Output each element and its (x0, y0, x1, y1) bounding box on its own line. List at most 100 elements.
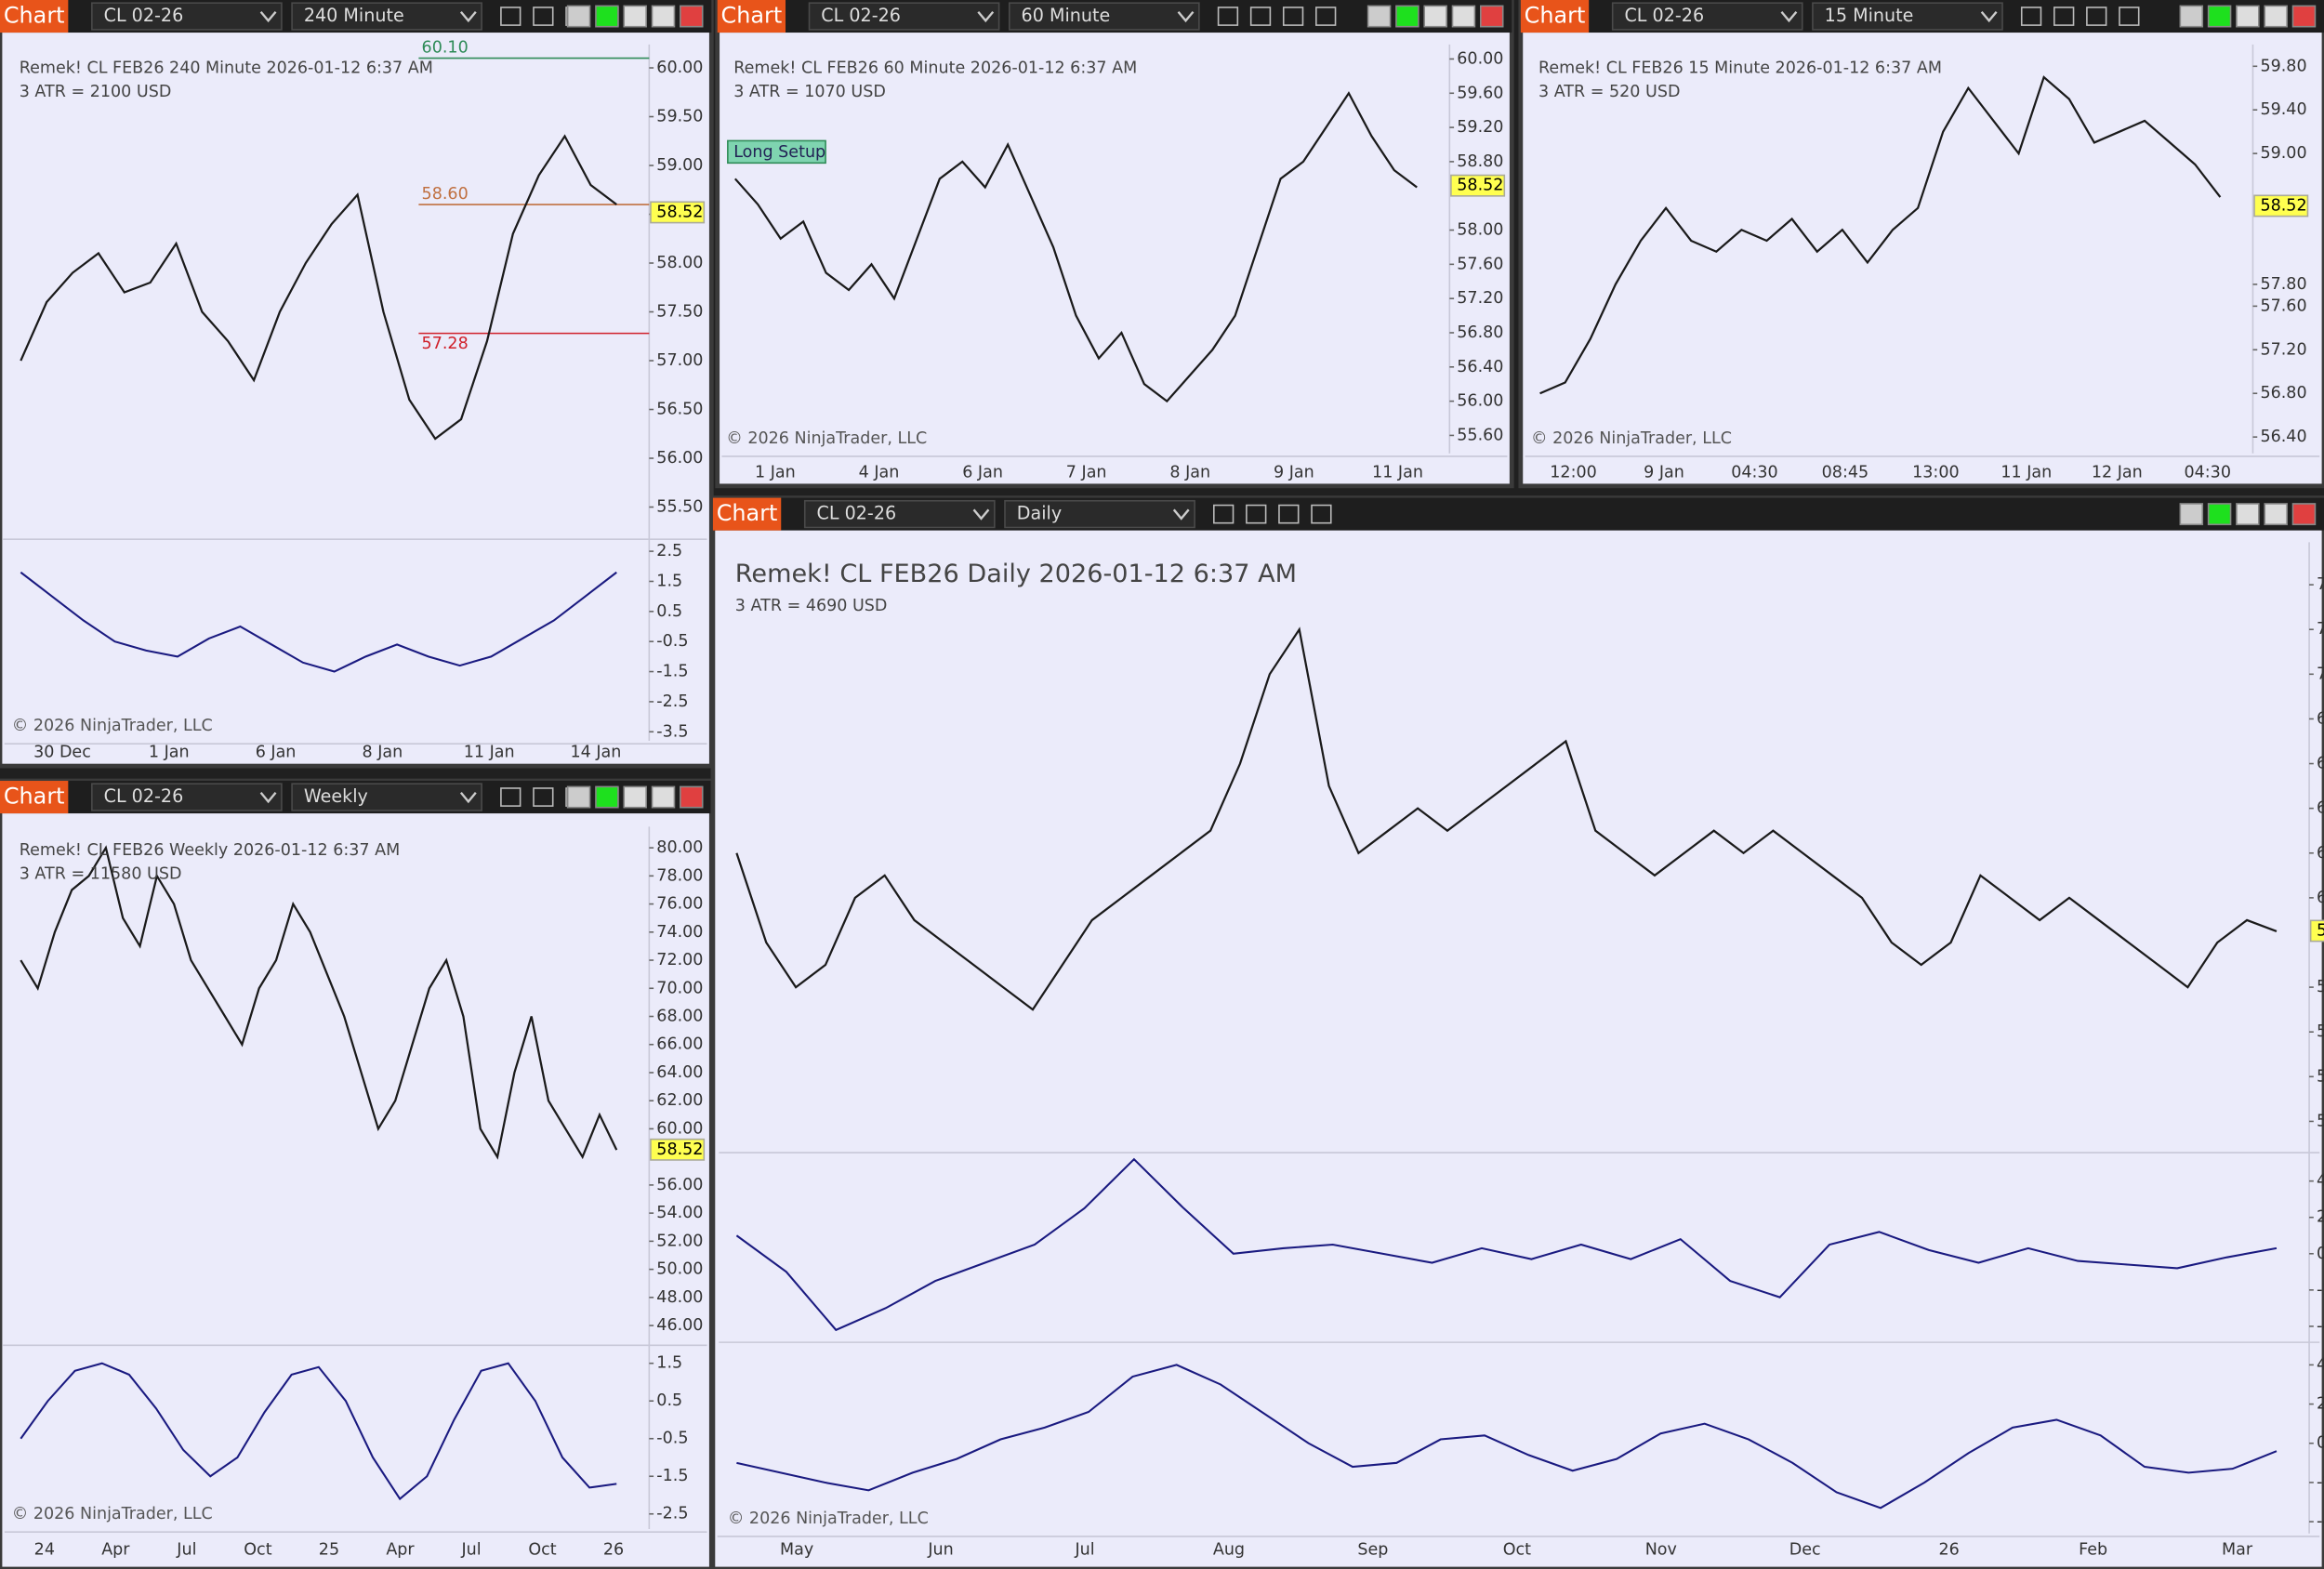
tool-icon[interactable] (533, 787, 554, 807)
instrument-dropdown[interactable] (91, 2, 283, 31)
y-tick-label: 56.40 (2260, 428, 2306, 446)
window-control[interactable] (2264, 5, 2288, 28)
x-tick-label: 11 Jan (1372, 463, 1423, 481)
window-control[interactable] (2179, 503, 2204, 526)
interval-dropdown[interactable] (291, 2, 482, 31)
window-control[interactable] (623, 5, 647, 28)
dropdown-arrow (459, 10, 477, 23)
window-frame (0, 778, 714, 1569)
y-tick-label: 52.00 (656, 1232, 703, 1250)
window-control[interactable] (680, 5, 704, 28)
price-tag-label: 58.52 (656, 1140, 703, 1159)
tool-icon[interactable] (1249, 7, 1272, 26)
window-control[interactable] (651, 5, 676, 28)
x-tick-label: 11 Jan (464, 744, 515, 762)
window-control[interactable] (2291, 503, 2317, 526)
x-tick-label: 26 (603, 1540, 624, 1559)
x-tick-label: 8 Jan (362, 744, 403, 762)
window-frame (1518, 0, 2324, 489)
window-control[interactable] (1479, 5, 1504, 28)
chart-button[interactable] (0, 781, 69, 814)
interval-dropdown[interactable] (1008, 2, 1200, 31)
window-control[interactable] (566, 5, 591, 28)
x-tick-label: 12:00 (1550, 463, 1596, 481)
y-tick-label: 56.50 (656, 401, 703, 419)
window-control[interactable] (595, 5, 619, 28)
chart-button[interactable] (712, 497, 782, 531)
instrument-dropdown[interactable] (803, 499, 996, 529)
window-frame (0, 0, 714, 769)
y-tick-label: 58.00 (656, 254, 703, 272)
window-control[interactable] (1367, 5, 1392, 28)
window-control[interactable] (2236, 5, 2260, 28)
panel-tick-label: -1.5 (656, 1467, 688, 1485)
tool-icon[interactable] (1315, 7, 1337, 26)
interval-dropdown[interactable] (1812, 2, 2003, 31)
chart-button[interactable] (717, 0, 786, 33)
tool-icon[interactable] (2053, 7, 2075, 26)
panel-tick-label: 1.5 (656, 572, 682, 590)
x-tick-label: Oct (244, 1540, 271, 1559)
price-tag-label: 58.52 (2260, 196, 2306, 215)
window-control[interactable] (2179, 5, 2204, 28)
panel-tick-label: 0 (2317, 1434, 2324, 1453)
panel-tick-label: -3.5 (656, 722, 688, 741)
x-tick-label: Jun (927, 1540, 953, 1559)
y-tick-label: 55.50 (656, 498, 703, 517)
y-tick-label: 66.00 (2317, 755, 2324, 773)
tool-icon[interactable] (1282, 7, 1304, 26)
tool-icon[interactable] (500, 7, 522, 26)
panel-tick-label: 4 (2317, 1172, 2324, 1191)
window-frame (715, 0, 1514, 489)
tool-icon[interactable] (1278, 504, 1300, 524)
instrument-dropdown[interactable] (808, 2, 1000, 31)
annotation-label: 57.28 (422, 335, 469, 353)
y-tick-label: 59.40 (2260, 100, 2306, 119)
tool-icon[interactable] (533, 7, 554, 26)
interval-dropdown[interactable] (1004, 499, 1195, 529)
tool-icon[interactable] (1311, 504, 1332, 524)
instrument-dropdown[interactable] (91, 783, 283, 811)
window-control[interactable] (623, 785, 647, 809)
window-control[interactable] (680, 785, 704, 809)
tool-icon[interactable] (1213, 504, 1235, 524)
x-tick-label: Mar (2222, 1540, 2253, 1559)
window-control[interactable] (2291, 5, 2317, 28)
panel-tick-label: -1.5 (656, 663, 688, 681)
window-control[interactable] (2264, 503, 2288, 526)
chart-button[interactable] (0, 0, 69, 33)
tool-icon[interactable] (1217, 7, 1239, 26)
copyright: © 2026 NinjaTrader, LLC (1531, 429, 1732, 448)
tool-icon[interactable] (2020, 7, 2042, 26)
window-control[interactable] (2207, 5, 2232, 28)
window-control[interactable] (2236, 503, 2260, 526)
tool-icon[interactable] (1246, 504, 1267, 524)
chart-button[interactable] (1520, 0, 1590, 33)
instrument-value: CL 02-26 (1624, 5, 1704, 26)
instrument-value: CL 02-26 (104, 5, 184, 26)
tool-icon[interactable] (2119, 7, 2140, 26)
panel-tick-label: 2 (2317, 1208, 2324, 1227)
price-line (735, 626, 2278, 1011)
instrument-dropdown[interactable] (1611, 2, 1803, 31)
interval-dropdown[interactable] (291, 783, 482, 811)
window-control[interactable] (651, 785, 676, 809)
chart-header: Remek! CL FEB26 Daily 2026-01-12 6:37 AM (735, 560, 1297, 588)
oscillator-line (20, 571, 617, 673)
window-control[interactable] (566, 785, 591, 809)
window-control[interactable] (1451, 5, 1476, 28)
window-control[interactable] (2207, 503, 2232, 526)
window-control[interactable] (1395, 5, 1419, 28)
y-tick-label: 59.50 (656, 108, 703, 126)
window-control[interactable] (1423, 5, 1447, 28)
tool-icon[interactable] (500, 787, 522, 807)
x-tick-label: 14 Jan (571, 744, 622, 762)
window-control[interactable] (595, 785, 619, 809)
x-tick-label: 13:00 (1912, 463, 1959, 481)
tool-icon[interactable] (2086, 7, 2107, 26)
x-tick-label: Dec (1789, 1540, 1821, 1559)
price-line (20, 134, 617, 441)
x-tick-label: 4 Jan (859, 463, 900, 481)
